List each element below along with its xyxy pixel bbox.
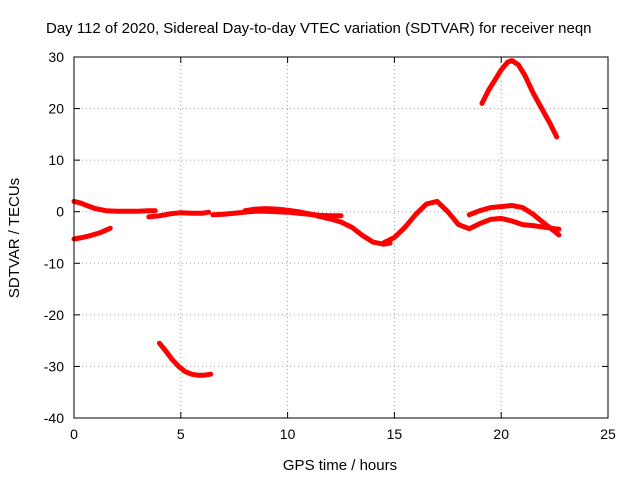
series-arc-3 [146,209,212,220]
series-layer [71,58,562,378]
y-tick-label: 20 [48,101,64,117]
series-arc-9 [479,58,560,140]
y-tick-label: -10 [44,255,64,271]
y-axis-label: SDTVAR / TECUs [6,178,23,298]
x-tick-label: 20 [493,426,509,442]
y-tick-label: -30 [44,358,64,374]
chart-title: Day 112 of 2020, Sidereal Day-to-day VTE… [46,20,592,37]
series-arc-6 [242,206,393,247]
grid [74,57,608,418]
plot-frame [73,56,609,419]
x-tick-label: 15 [387,426,403,442]
y-tick-label: -40 [44,410,64,426]
y-tick-labels: -40 -30 -20 -10 0 10 20 30 [44,49,64,426]
x-axis-label: GPS time / hours [283,457,397,474]
y-tick-label: 0 [56,204,64,220]
x-tick-label: 5 [177,426,185,442]
x-tick-labels: 0 5 10 15 20 25 [70,426,616,442]
series-arc-8 [466,203,562,238]
tick-marks [73,56,609,419]
y-tick-label: -20 [44,307,64,323]
series-arc-4 [156,340,214,378]
x-tick-label: 25 [600,426,616,442]
y-tick-label: 30 [48,49,64,65]
series-arc-2 [71,225,113,242]
series-arc-1 [71,198,158,214]
x-tick-label: 0 [70,426,78,442]
series-arc-7 [381,198,562,246]
y-tick-label: 10 [48,152,64,168]
x-tick-label: 10 [280,426,296,442]
